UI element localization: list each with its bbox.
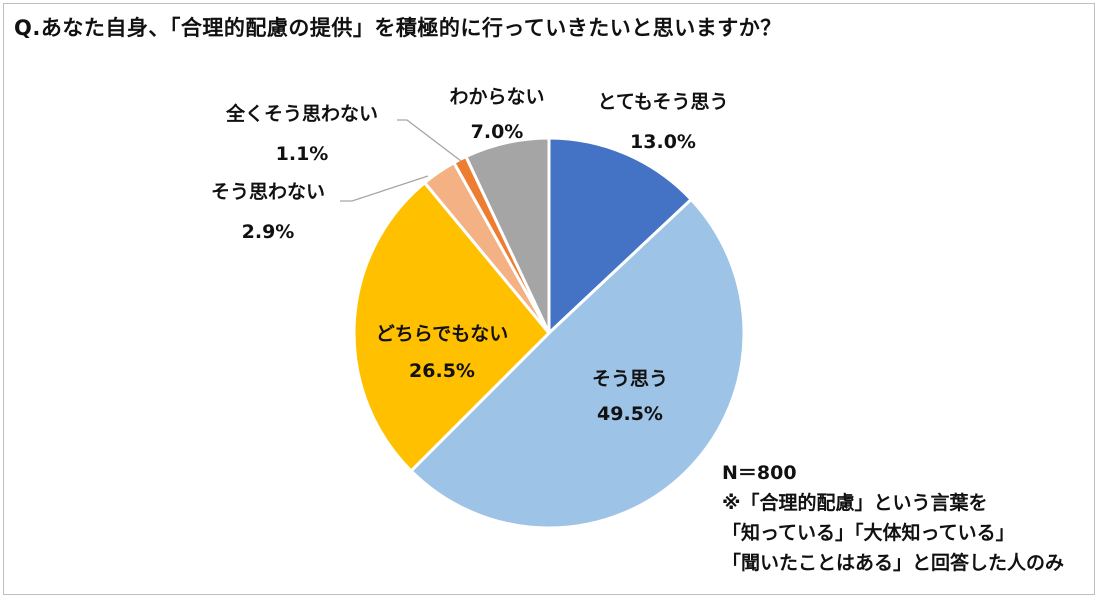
- slice-6-wedge: [464, 136, 551, 335]
- slice-2-category-label: そう思う: [592, 368, 668, 390]
- slice-5-value-label: 1.1%: [276, 143, 329, 165]
- slice-4-value-label: 2.9%: [242, 221, 295, 243]
- slice-3-value-label: 26.5%: [409, 360, 475, 382]
- condition-note-line-3: 「聞いたことはある」と回答した人のみ: [722, 552, 1065, 574]
- slice-2-wedge: [409, 198, 746, 530]
- chart-notes: N＝800 ※「合理的配慮」という言葉を 「知っている」「大体知っている」 「聞…: [722, 458, 1064, 578]
- condition-note-line-1: ※「合理的配慮」という言葉を: [722, 492, 988, 514]
- slice-1-wedge: [547, 136, 693, 335]
- slice-1-value-label: 13.0%: [630, 131, 696, 153]
- leader-lines: [340, 119, 462, 202]
- sample-size-note: N＝800: [722, 462, 797, 484]
- slice-1-category-label: とてもそう思う: [597, 91, 728, 113]
- slice-5-category-label: 全くそう思わない: [225, 102, 378, 125]
- slice-5-leader-line: [397, 119, 462, 162]
- slice-6-category-label: わからない: [449, 86, 544, 108]
- condition-note-line-2: 「知っている」「大体知っている」: [722, 522, 1015, 544]
- slice-4-leader-line: [340, 175, 429, 202]
- slice-4-category-label: そう思わない: [211, 181, 325, 203]
- slice-3-category-label: どちらでもない: [376, 323, 508, 345]
- slice-labels: とてもそう思う 13.0% そう思う 49.5% どちらでもない 26.5% そう思わない 2…: [211, 86, 729, 425]
- slice-6-value-label: 7.0%: [471, 121, 524, 143]
- chart-title: Q.あなた自身、「合理的配慮の提供」を積極的に行っていきたいと思いますか？: [14, 16, 782, 40]
- slice-2-value-label: 49.5%: [597, 403, 663, 425]
- slice-3-wedge: [352, 181, 551, 473]
- pie-slices: [352, 136, 746, 530]
